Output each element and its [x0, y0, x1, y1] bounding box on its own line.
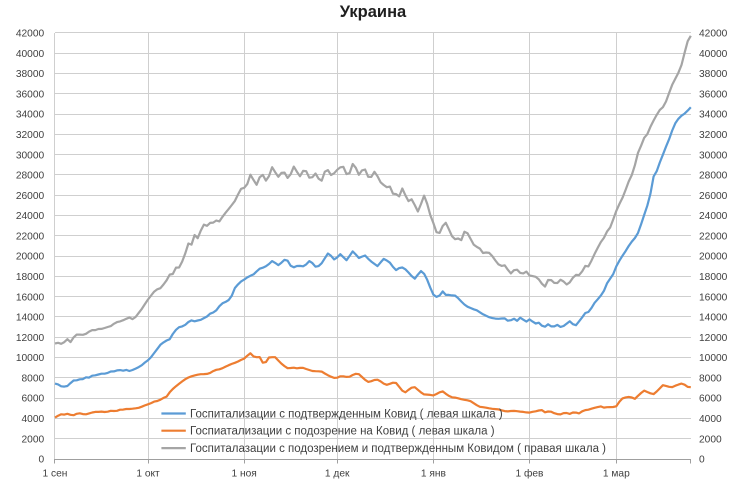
svg-text:28000: 28000	[699, 171, 728, 182]
svg-text:22000: 22000	[16, 231, 45, 242]
svg-text:14000: 14000	[699, 313, 728, 324]
svg-text:1 фев: 1 фев	[516, 468, 544, 480]
svg-text:26000: 26000	[699, 191, 728, 202]
svg-text:10000: 10000	[699, 353, 728, 364]
svg-text:18000: 18000	[16, 272, 45, 283]
svg-text:20000: 20000	[16, 252, 45, 263]
svg-text:24000: 24000	[16, 211, 45, 222]
svg-text:32000: 32000	[699, 130, 728, 141]
svg-text:0: 0	[39, 455, 45, 466]
svg-text:4000: 4000	[22, 414, 45, 425]
svg-text:12000: 12000	[699, 333, 728, 344]
svg-text:20000: 20000	[699, 252, 728, 263]
svg-text:42000: 42000	[699, 29, 728, 40]
svg-text:1 дек: 1 дек	[325, 469, 350, 480]
svg-text:36000: 36000	[16, 89, 45, 100]
svg-text:2000: 2000	[22, 434, 45, 445]
svg-text:4000: 4000	[699, 414, 722, 425]
svg-text:8000: 8000	[22, 373, 45, 384]
svg-text:36000: 36000	[699, 89, 728, 100]
svg-text:30000: 30000	[699, 150, 728, 161]
svg-text:1 янв: 1 янв	[421, 469, 446, 480]
svg-text:1 ноя: 1 ноя	[232, 469, 257, 480]
svg-text:Госпиатализации с подозрение н: Госпиатализации с подозрение на Ковид ( …	[190, 426, 495, 438]
svg-text:40000: 40000	[16, 49, 45, 60]
svg-text:40000: 40000	[699, 49, 728, 60]
svg-text:Госпитализации с подтвержденны: Госпитализации с подтвержденным Ковид ( …	[190, 408, 503, 420]
svg-text:32000: 32000	[16, 130, 45, 141]
svg-text:12000: 12000	[16, 333, 45, 344]
svg-text:6000: 6000	[22, 394, 45, 405]
svg-text:0: 0	[699, 455, 705, 466]
svg-text:1 окт: 1 окт	[136, 469, 160, 480]
svg-text:42000: 42000	[16, 29, 45, 40]
svg-text:22000: 22000	[699, 231, 728, 242]
svg-text:16000: 16000	[16, 292, 45, 303]
svg-text:28000: 28000	[16, 171, 45, 182]
svg-text:38000: 38000	[16, 69, 45, 80]
svg-text:26000: 26000	[16, 191, 45, 202]
svg-text:Госпиталазации с подозрением и: Госпиталазации с подозрением и подтвержд…	[190, 443, 606, 455]
svg-text:30000: 30000	[16, 150, 45, 161]
svg-text:16000: 16000	[699, 292, 728, 303]
svg-text:10000: 10000	[16, 353, 45, 364]
svg-text:34000: 34000	[16, 110, 45, 121]
svg-text:8000: 8000	[699, 373, 722, 384]
svg-text:34000: 34000	[699, 110, 728, 121]
svg-text:2000: 2000	[699, 434, 722, 445]
svg-text:38000: 38000	[699, 69, 728, 80]
svg-text:1 мар: 1 мар	[603, 469, 630, 480]
svg-text:14000: 14000	[16, 313, 45, 324]
svg-text:Украина: Украина	[340, 3, 407, 21]
svg-text:18000: 18000	[699, 272, 728, 283]
svg-text:24000: 24000	[699, 211, 728, 222]
svg-text:6000: 6000	[699, 394, 722, 405]
svg-text:1 сен: 1 сен	[43, 469, 68, 480]
